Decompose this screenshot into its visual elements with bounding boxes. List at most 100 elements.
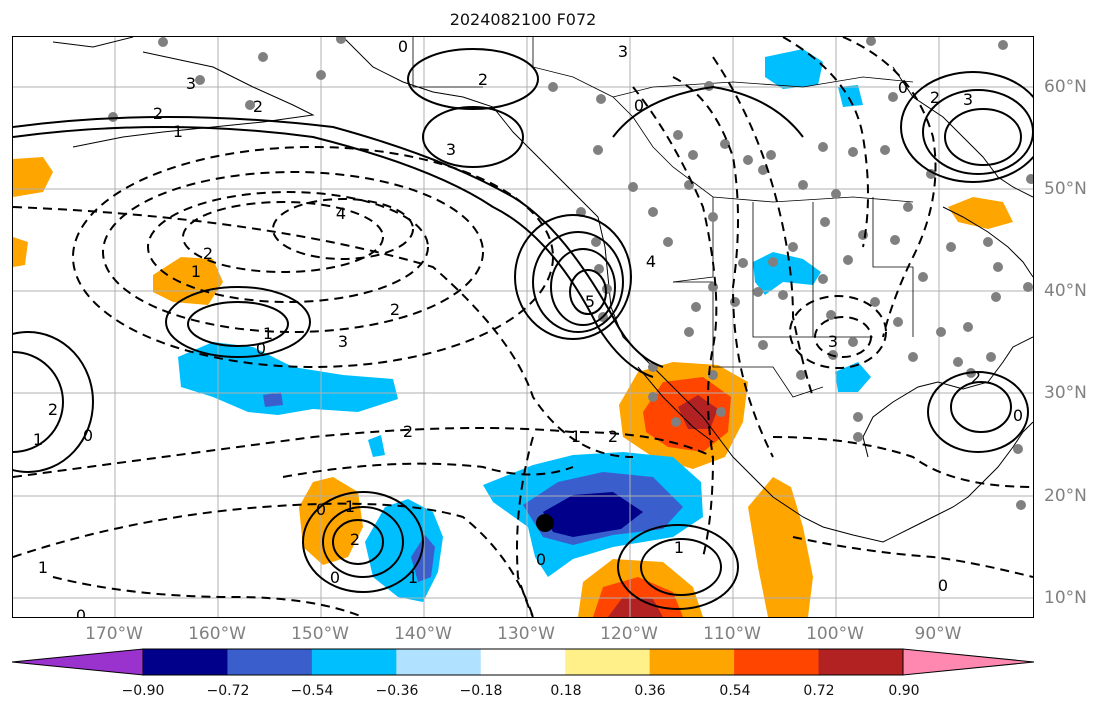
contour-label: 3 bbox=[618, 42, 628, 61]
colorbar-segment bbox=[311, 649, 397, 675]
contour-label: 2 bbox=[608, 427, 618, 446]
contour-label: 2 bbox=[48, 400, 58, 419]
contour-label: 2 bbox=[153, 104, 163, 123]
colorbar-segments bbox=[12, 649, 1034, 675]
contour-label: 0 bbox=[83, 426, 93, 445]
contour-label: 0 bbox=[398, 37, 408, 56]
contour-label: 1 bbox=[571, 427, 581, 446]
positive-contours bbox=[13, 48, 1033, 610]
contour-label: 1 bbox=[191, 262, 201, 281]
colorbar-tick-label: 0.18 bbox=[550, 683, 582, 699]
contour-label: 1 bbox=[345, 497, 355, 516]
colorbar-tick-label: 0.90 bbox=[888, 683, 920, 699]
colorbar-segment bbox=[734, 649, 820, 675]
cool-anomaly-shade bbox=[765, 49, 823, 89]
warm-anomaly-shade bbox=[948, 197, 1013, 229]
warm-anomaly-shade bbox=[748, 477, 813, 617]
contour-label: 3 bbox=[186, 74, 196, 93]
colorbar-segment bbox=[818, 649, 904, 675]
lat-label: 50°N bbox=[1044, 179, 1087, 199]
contour-label: 2 bbox=[350, 530, 360, 549]
contour-label: 3 bbox=[828, 332, 838, 351]
contour-label: 0 bbox=[256, 339, 266, 358]
colorbar-segment bbox=[565, 649, 651, 675]
colorbar-segment bbox=[396, 649, 482, 675]
colorbar-segment bbox=[649, 649, 735, 675]
contour-label: 2 bbox=[930, 88, 940, 107]
contour-label: 0 bbox=[316, 500, 326, 519]
colorbar-segment bbox=[143, 649, 228, 675]
negative-contours bbox=[13, 37, 1033, 617]
contour-label: 2 bbox=[478, 70, 488, 89]
contour-label: 2 bbox=[253, 97, 263, 116]
cool-anomaly-shade bbox=[543, 492, 643, 537]
cool-anomaly-shade bbox=[753, 252, 821, 295]
graticule bbox=[13, 37, 1033, 617]
contour-label: 0 bbox=[898, 78, 908, 97]
contour-label: 5 bbox=[585, 292, 595, 311]
colorbar-tick-label: 0.54 bbox=[719, 683, 751, 699]
storm-center-marker bbox=[536, 514, 554, 532]
colorbar-segment bbox=[480, 649, 566, 675]
colorbar-tick-label: −0.18 bbox=[459, 683, 503, 699]
colorbar-tick-label: −0.90 bbox=[121, 683, 165, 699]
contour-label: 2 bbox=[971, 368, 981, 387]
lon-label: 120°W bbox=[600, 624, 658, 644]
contour-label: 2 bbox=[390, 300, 400, 319]
lat-label: 60°N bbox=[1044, 77, 1087, 97]
contour-label-layer: 2 1 3 2 0 4 2 3 2 1 0 2 1 0 1 2 2 0 1 0 … bbox=[33, 37, 1023, 617]
contour-label: 4 bbox=[336, 204, 346, 223]
colorbar-tick-label: 0.36 bbox=[634, 683, 666, 699]
lat-label: 20°N bbox=[1044, 486, 1087, 506]
lon-label: 150°W bbox=[291, 624, 349, 644]
lon-label: 90°W bbox=[914, 624, 962, 644]
warm-anomaly-shade bbox=[153, 257, 223, 305]
coastline-layer bbox=[52, 37, 1033, 543]
contour-label: 3 bbox=[963, 90, 973, 109]
lon-label: 130°W bbox=[497, 624, 555, 644]
lon-label: 100°W bbox=[806, 624, 864, 644]
contour-label: 0 bbox=[76, 606, 86, 617]
colorbar-tick-label: −0.54 bbox=[290, 683, 334, 699]
cool-anomaly-shade bbox=[835, 362, 871, 392]
contour-label: 2 bbox=[203, 244, 213, 263]
lat-label: 10°N bbox=[1044, 588, 1087, 608]
colorbar-tick-label: 0.72 bbox=[803, 683, 835, 699]
contour-label: 1 bbox=[674, 538, 684, 557]
contour-label: 1 bbox=[263, 324, 273, 343]
colorbar-segment bbox=[903, 649, 1034, 675]
cool-anomaly-shade bbox=[263, 392, 283, 407]
warm-anomaly-shade bbox=[13, 237, 28, 267]
colorbar-tick-label: −0.72 bbox=[206, 683, 250, 699]
boundary-layer bbox=[412, 37, 914, 398]
contour-label: 0 bbox=[536, 550, 546, 569]
map-frame: 2 1 3 2 0 4 2 3 2 1 0 2 1 0 1 2 2 0 1 0 … bbox=[12, 36, 1034, 618]
colorbar-tick-label: −0.36 bbox=[375, 683, 419, 699]
contour-label: 1 bbox=[173, 122, 183, 141]
warm-anomaly-shade bbox=[608, 597, 663, 617]
lat-label: 30°N bbox=[1044, 383, 1087, 403]
lat-label: 40°N bbox=[1044, 281, 1087, 301]
contour-label: 1 bbox=[38, 558, 48, 577]
colorbar-segment bbox=[12, 649, 143, 675]
contour-label: 1 bbox=[33, 430, 43, 449]
contour-label: 0 bbox=[634, 96, 644, 115]
lon-label: 170°W bbox=[85, 624, 143, 644]
cool-anomaly-shade bbox=[368, 435, 385, 457]
contour-label: 2 bbox=[403, 422, 413, 441]
contour-label: 3 bbox=[338, 332, 348, 351]
contour-label: 3 bbox=[446, 140, 456, 159]
map-canvas: 2 1 3 2 0 4 2 3 2 1 0 2 1 0 1 2 2 0 1 0 … bbox=[13, 37, 1033, 617]
contour-label: 0 bbox=[330, 568, 340, 587]
lon-label: 140°W bbox=[394, 624, 452, 644]
contour-label: 1 bbox=[408, 568, 418, 587]
map-title: 2024082100 F072 bbox=[449, 10, 597, 29]
contour-label: 0 bbox=[1013, 406, 1023, 425]
cool-anomaly-shade bbox=[411, 535, 435, 582]
warm-anomaly-shade bbox=[13, 157, 53, 197]
lon-label: 110°W bbox=[703, 624, 761, 644]
station-markers bbox=[108, 37, 1033, 510]
colorbar-segment bbox=[227, 649, 313, 675]
shaded-field-layer bbox=[13, 49, 1013, 617]
contour-label: 4 bbox=[646, 252, 656, 271]
